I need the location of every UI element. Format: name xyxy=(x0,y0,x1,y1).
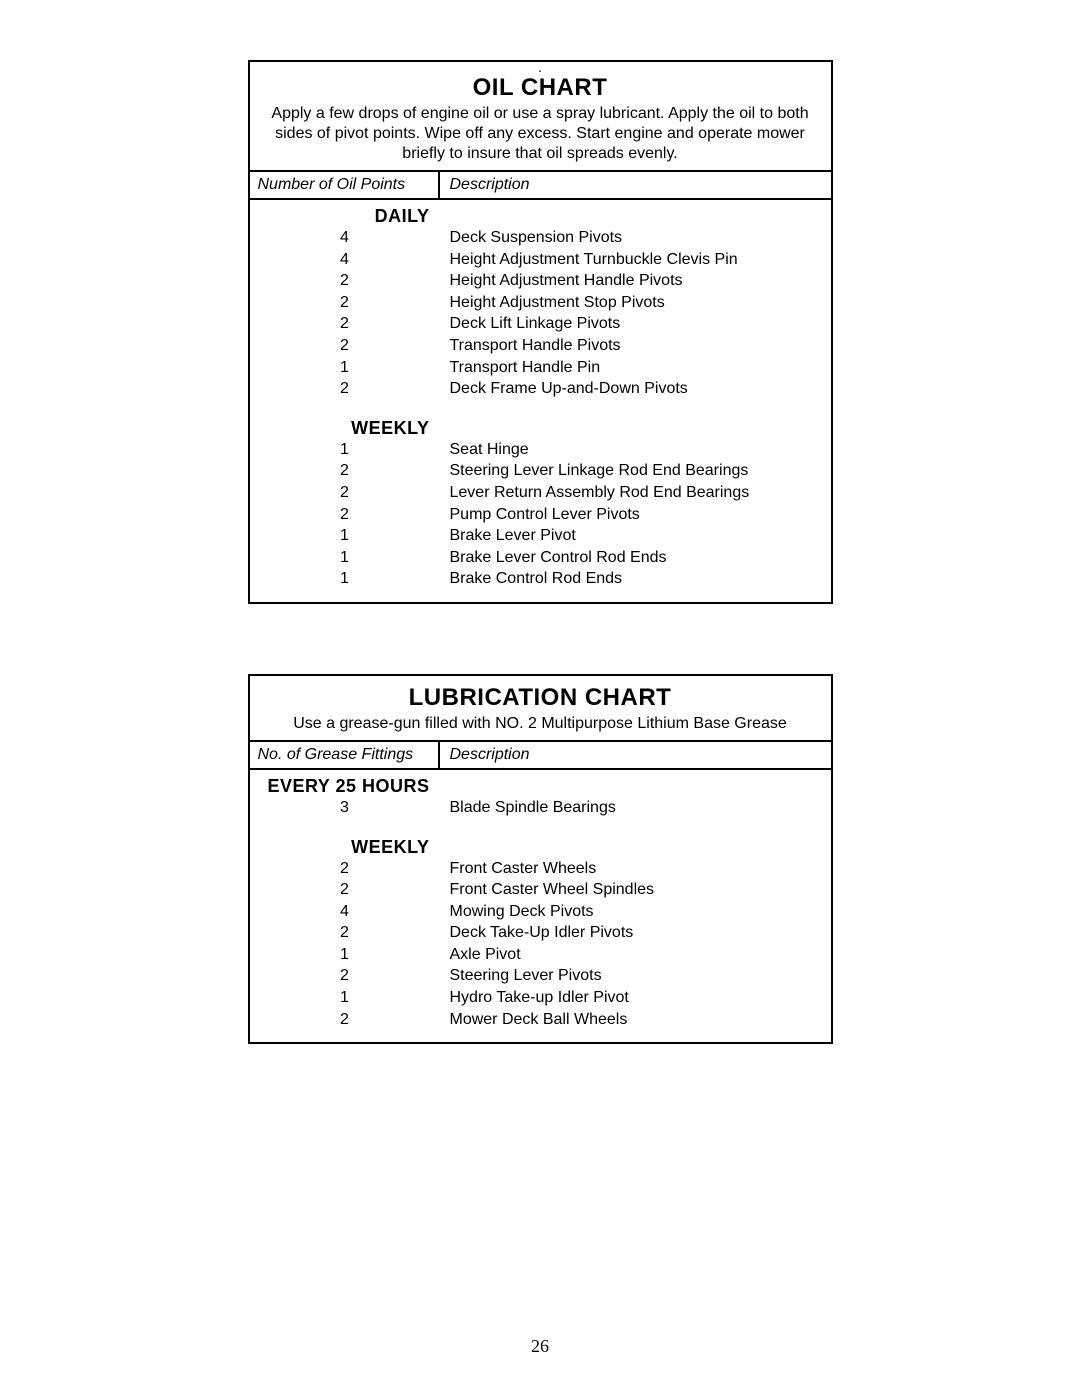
oil-point-description: Deck Frame Up-and-Down Pivots xyxy=(440,378,831,400)
table-row: 4Deck Suspension Pivots xyxy=(250,227,831,249)
lube-chart-title: Lubrication Chart xyxy=(250,684,831,712)
oil-point-count: 2 xyxy=(250,292,440,314)
table-row: 2Height Adjustment Stop Pivots xyxy=(250,292,831,314)
lube-chart-box: Lubrication Chart Use a grease-gun fille… xyxy=(248,674,833,1044)
oil-point-count: 1 xyxy=(250,944,440,966)
table-row: 1Seat Hinge xyxy=(250,439,831,461)
oil-point-count: 2 xyxy=(250,460,440,482)
table-row: 2Mower Deck Ball Wheels xyxy=(250,1009,831,1031)
oil-point-description: Axle Pivot xyxy=(440,944,831,966)
table-row: 1Transport Handle Pin xyxy=(250,357,831,379)
table-row: 2Front Caster Wheels xyxy=(250,858,831,880)
oil-point-description: Brake Control Rod Ends xyxy=(440,568,831,590)
oil-point-description: Pump Control Lever Pivots xyxy=(440,504,831,526)
oil-point-description: Hydro Take-up Idler Pivot xyxy=(440,987,831,1009)
table-row: 1Brake Lever Control Rod Ends xyxy=(250,547,831,569)
oil-point-count: 1 xyxy=(250,568,440,590)
oil-point-count: 4 xyxy=(250,901,440,923)
table-row: 2Deck Take-Up Idler Pivots xyxy=(250,922,831,944)
oil-point-count: 4 xyxy=(250,249,440,271)
table-row: 2Pump Control Lever Pivots xyxy=(250,504,831,526)
oil-point-description: Front Caster Wheel Spindles xyxy=(440,879,831,901)
table-row: 1Brake Lever Pivot xyxy=(250,525,831,547)
table-row: 4Height Adjustment Turnbuckle Clevis Pin xyxy=(250,249,831,271)
table-row: 4Mowing Deck Pivots xyxy=(250,901,831,923)
oil-chart-header-left: Number of Oil Points xyxy=(250,172,440,198)
oil-point-count: 4 xyxy=(250,227,440,249)
oil-chart-dot: . xyxy=(250,62,831,72)
oil-point-count: 2 xyxy=(250,482,440,504)
oil-point-count: 2 xyxy=(250,858,440,880)
oil-point-description: Brake Lever Control Rod Ends xyxy=(440,547,831,569)
table-row: 2Front Caster Wheel Spindles xyxy=(250,879,831,901)
lube-chart-header-right: Description xyxy=(440,742,831,768)
section-label: Weekly xyxy=(250,412,440,439)
table-row: 2Transport Handle Pivots xyxy=(250,335,831,357)
oil-point-description: Front Caster Wheels xyxy=(440,858,831,880)
lube-chart-header-left: No. of Grease Fittings xyxy=(250,742,440,768)
lube-chart-body: Every 25 Hours3Blade Spindle BearingsWee… xyxy=(250,770,831,1030)
table-row: 2Deck Frame Up-and-Down Pivots xyxy=(250,378,831,400)
oil-point-count: 2 xyxy=(250,335,440,357)
oil-point-count: 2 xyxy=(250,504,440,526)
oil-point-count: 2 xyxy=(250,313,440,335)
page-number: 26 xyxy=(0,1336,1080,1357)
oil-point-count: 1 xyxy=(250,547,440,569)
oil-point-count: 2 xyxy=(250,879,440,901)
table-row: 2Height Adjustment Handle Pivots xyxy=(250,270,831,292)
oil-point-description: Seat Hinge xyxy=(440,439,831,461)
oil-chart-body: Daily4Deck Suspension Pivots4Height Adju… xyxy=(250,200,831,590)
oil-point-description: Height Adjustment Handle Pivots xyxy=(440,270,831,292)
oil-point-description: Lever Return Assembly Rod End Bearings xyxy=(440,482,831,504)
oil-point-description: Steering Lever Pivots xyxy=(440,965,831,987)
oil-point-description: Steering Lever Linkage Rod End Bearings xyxy=(440,460,831,482)
oil-point-description: Deck Suspension Pivots xyxy=(440,227,831,249)
table-row: 2Steering Lever Pivots xyxy=(250,965,831,987)
oil-point-description: Deck Take-Up Idler Pivots xyxy=(440,922,831,944)
oil-point-description: Blade Spindle Bearings xyxy=(440,797,831,819)
table-row: 1Axle Pivot xyxy=(250,944,831,966)
oil-point-count: 2 xyxy=(250,1009,440,1031)
oil-point-description: Height Adjustment Stop Pivots xyxy=(440,292,831,314)
oil-chart-box: . Oil Chart Apply a few drops of engine … xyxy=(248,60,833,604)
oil-point-description: Transport Handle Pivots xyxy=(440,335,831,357)
oil-chart-header-row: Number of Oil Points Description xyxy=(250,170,831,200)
table-row: 2Deck Lift Linkage Pivots xyxy=(250,313,831,335)
oil-point-description: Mowing Deck Pivots xyxy=(440,901,831,923)
oil-point-count: 1 xyxy=(250,987,440,1009)
lube-chart-subtitle: Use a grease-gun filled with NO. 2 Multi… xyxy=(250,714,831,740)
oil-point-description: Mower Deck Ball Wheels xyxy=(440,1009,831,1031)
oil-point-count: 2 xyxy=(250,965,440,987)
oil-point-description: Transport Handle Pin xyxy=(440,357,831,379)
page: . Oil Chart Apply a few drops of engine … xyxy=(0,0,1080,1044)
oil-point-count: 1 xyxy=(250,357,440,379)
section-label: Daily xyxy=(250,200,440,227)
oil-point-description: Brake Lever Pivot xyxy=(440,525,831,547)
lube-chart-header-row: No. of Grease Fittings Description xyxy=(250,740,831,770)
oil-point-count: 3 xyxy=(250,797,440,819)
table-row: 2Steering Lever Linkage Rod End Bearings xyxy=(250,460,831,482)
oil-point-count: 1 xyxy=(250,525,440,547)
oil-chart-subtitle: Apply a few drops of engine oil or use a… xyxy=(250,104,831,170)
oil-chart-title: Oil Chart xyxy=(250,74,831,102)
oil-point-count: 2 xyxy=(250,922,440,944)
oil-point-count: 1 xyxy=(250,439,440,461)
oil-point-description: Height Adjustment Turnbuckle Clevis Pin xyxy=(440,249,831,271)
oil-point-count: 2 xyxy=(250,270,440,292)
table-row: 3Blade Spindle Bearings xyxy=(250,797,831,819)
section-label: Weekly xyxy=(250,831,440,858)
section-label: Every 25 Hours xyxy=(250,770,440,797)
oil-chart-header-right: Description xyxy=(440,172,831,198)
oil-point-description: Deck Lift Linkage Pivots xyxy=(440,313,831,335)
oil-point-count: 2 xyxy=(250,378,440,400)
table-row: 1Brake Control Rod Ends xyxy=(250,568,831,590)
table-row: 1Hydro Take-up Idler Pivot xyxy=(250,987,831,1009)
table-row: 2Lever Return Assembly Rod End Bearings xyxy=(250,482,831,504)
